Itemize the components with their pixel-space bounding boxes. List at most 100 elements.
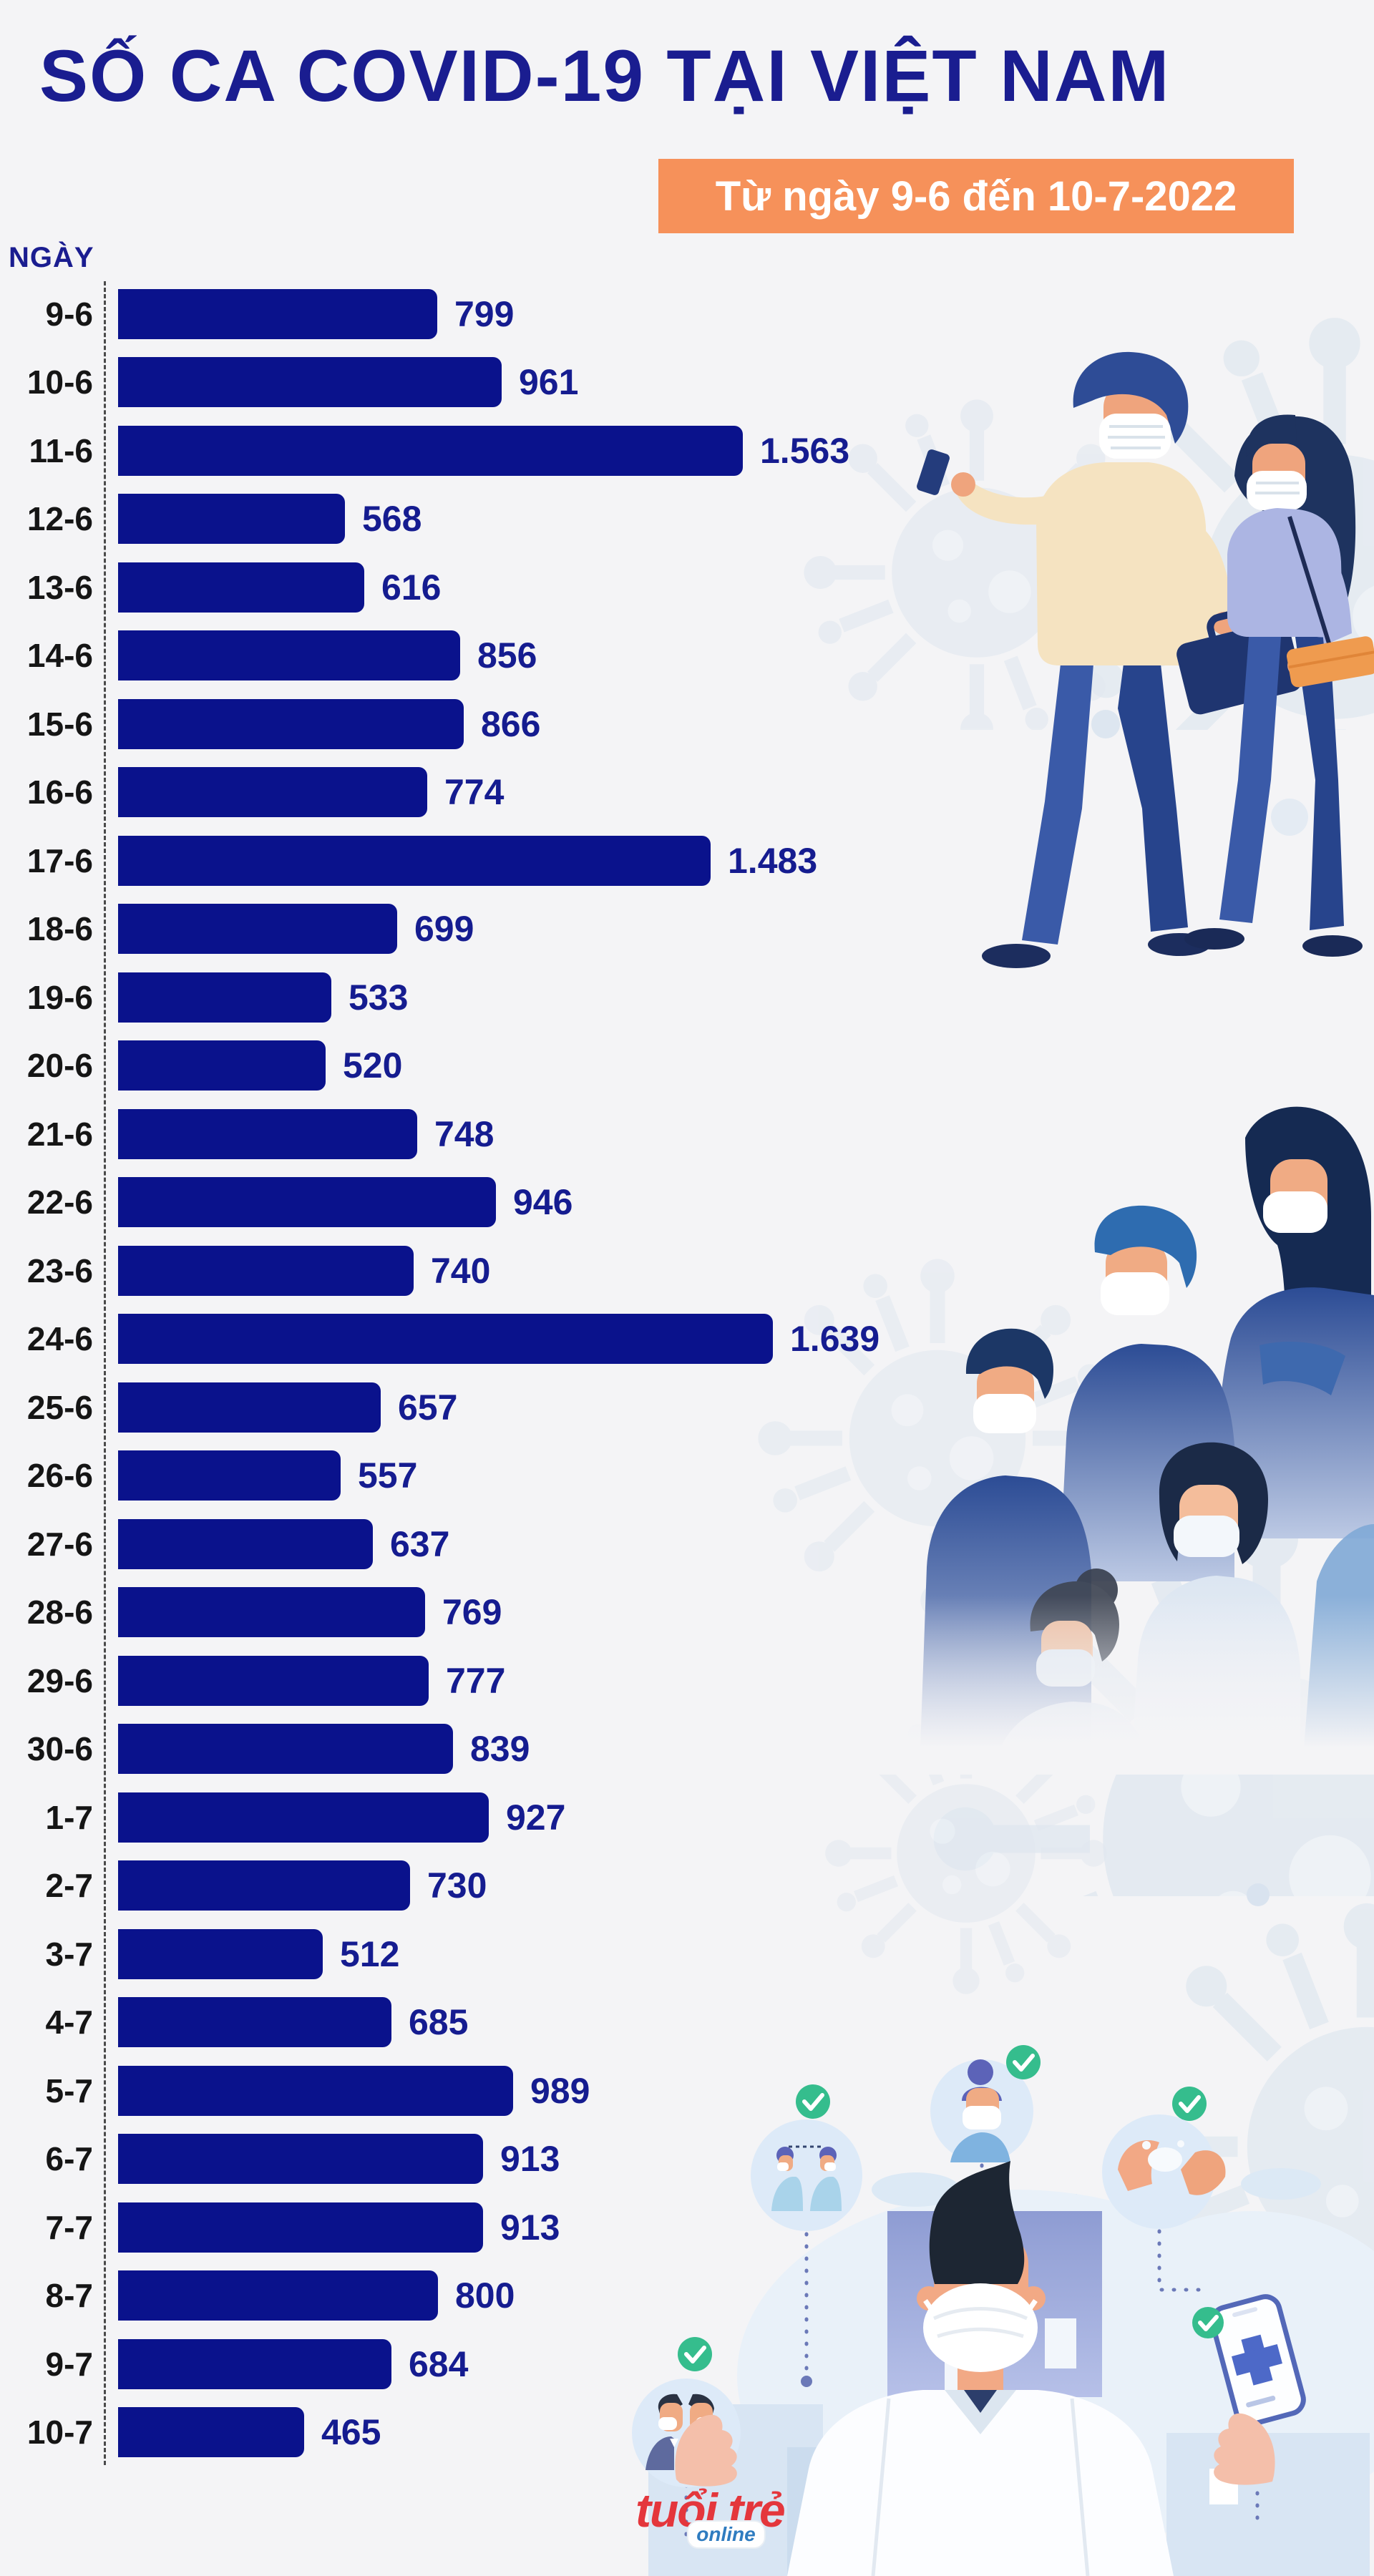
category-label: 28-6 [26, 1594, 93, 1631]
value-label: 740 [431, 1250, 491, 1291]
category-label: 4-7 [45, 2004, 93, 2041]
bar [118, 767, 427, 818]
bar [118, 1655, 429, 1706]
bar [118, 1792, 489, 1843]
chart-row: 4-7 685 [0, 1989, 895, 2057]
value-label: 557 [358, 1455, 418, 1496]
page-title: SỐ CA COVID-19 TẠI VIỆT NAM [39, 35, 1171, 117]
category-label: 12-6 [26, 500, 93, 538]
category-label: 20-6 [26, 1047, 93, 1085]
bar [118, 1040, 326, 1091]
chart-row: 7-7 913 [0, 2193, 895, 2262]
category-label: 10-7 [26, 2414, 93, 2451]
value-label: 637 [390, 1523, 450, 1564]
value-label: 774 [444, 772, 505, 813]
category-label: 7-7 [45, 2208, 93, 2246]
bar [118, 2338, 391, 2389]
category-label: 26-6 [26, 1457, 93, 1495]
bar [118, 1177, 496, 1228]
value-label: 520 [343, 1045, 403, 1086]
chart-row: 19-6 533 [0, 963, 895, 1032]
phone-icon [917, 449, 950, 495]
category-label: 18-6 [26, 910, 93, 948]
category-label: 9-6 [45, 295, 93, 333]
value-label: 989 [530, 2070, 590, 2111]
value-label: 913 [500, 2139, 560, 2180]
value-label: 685 [409, 2002, 469, 2043]
bar [118, 835, 711, 886]
tuoitre-logo-online: online [686, 2520, 766, 2549]
chart-row: 11-6 1.563 [0, 416, 895, 485]
category-label: 17-6 [26, 841, 93, 879]
check-icon [1172, 2087, 1207, 2121]
bar [118, 1450, 341, 1501]
value-label: 927 [506, 1797, 566, 1838]
value-label: 856 [477, 635, 537, 676]
category-label: 8-7 [45, 2277, 93, 2315]
category-label: 25-6 [26, 1388, 93, 1426]
bar [118, 1314, 773, 1365]
woman-figure [1184, 414, 1374, 957]
health-app-badge [1192, 2294, 1306, 2427]
chart-row: 24-6 1.639 [0, 1305, 895, 1374]
value-label: 616 [381, 567, 442, 608]
clutch-bag-icon [1286, 636, 1374, 688]
chart-row: 9-6 799 [0, 280, 895, 348]
category-label: 29-6 [26, 1662, 93, 1699]
value-label: 512 [340, 1933, 400, 1974]
chart-row: 5-7 989 [0, 2057, 895, 2125]
category-label: 10-6 [26, 364, 93, 401]
chart-row: 30-6 839 [0, 1715, 895, 1784]
bar [118, 1382, 381, 1433]
value-label: 684 [409, 2343, 469, 2384]
value-label: 913 [500, 2207, 560, 2248]
chart-row: 14-6 856 [0, 622, 895, 691]
check-icon [1006, 2045, 1041, 2079]
chart-row: 15-6 866 [0, 690, 895, 758]
value-label: 568 [362, 499, 422, 540]
man-hand [951, 472, 975, 497]
chart-row: 29-6 777 [0, 1646, 895, 1715]
category-label: 19-6 [26, 978, 93, 1016]
doctor-mask-icon [923, 2283, 1038, 2372]
bar [118, 1518, 373, 1569]
check-icon [1192, 2307, 1224, 2338]
tuoitre-logo: tuổi trẻ online [635, 2483, 800, 2576]
bar-chart: 9-6 799 10-6 961 11-6 1.563 12-6 568 13-6 616 14-6… [0, 280, 895, 2467]
category-label: 13-6 [26, 568, 93, 606]
bar [118, 357, 502, 408]
chart-row: 3-7 512 [0, 1920, 895, 1989]
value-label: 1.563 [760, 430, 850, 471]
category-label: 14-6 [26, 637, 93, 675]
doctor-hair [929, 2161, 1025, 2284]
value-label: 748 [434, 1113, 494, 1154]
chart-row: 2-7 730 [0, 1852, 895, 1921]
category-label: 24-6 [26, 1320, 93, 1358]
bar [118, 1245, 414, 1296]
category-label: 5-7 [45, 2072, 93, 2109]
chart-row: 1-7 927 [0, 1783, 895, 1852]
category-label: 9-7 [45, 2345, 93, 2383]
chart-row: 28-6 769 [0, 1579, 895, 1647]
crowd-fade-overlay [852, 1596, 1374, 1775]
y-axis-line [104, 281, 106, 2465]
chart-row: 12-6 568 [0, 485, 895, 554]
value-label: 777 [446, 1660, 506, 1701]
category-label: 15-6 [26, 705, 93, 743]
value-label: 866 [481, 703, 541, 744]
chart-row: 9-7 684 [0, 2330, 895, 2399]
category-label: 27-6 [26, 1525, 93, 1563]
hand-washing-badge [1102, 2087, 1226, 2229]
man-mask-icon [1099, 414, 1171, 459]
bar [118, 1724, 453, 1775]
man-figure [917, 351, 1302, 968]
chart-row: 27-6 637 [0, 1510, 895, 1579]
social-distancing-badge [751, 2084, 862, 2231]
category-label: 22-6 [26, 1184, 93, 1221]
bar [118, 1997, 391, 2048]
value-label: 465 [321, 2412, 381, 2453]
bar [118, 1108, 417, 1159]
y-axis-caption: NGÀY [9, 242, 94, 273]
category-label: 11-6 [29, 431, 93, 469]
